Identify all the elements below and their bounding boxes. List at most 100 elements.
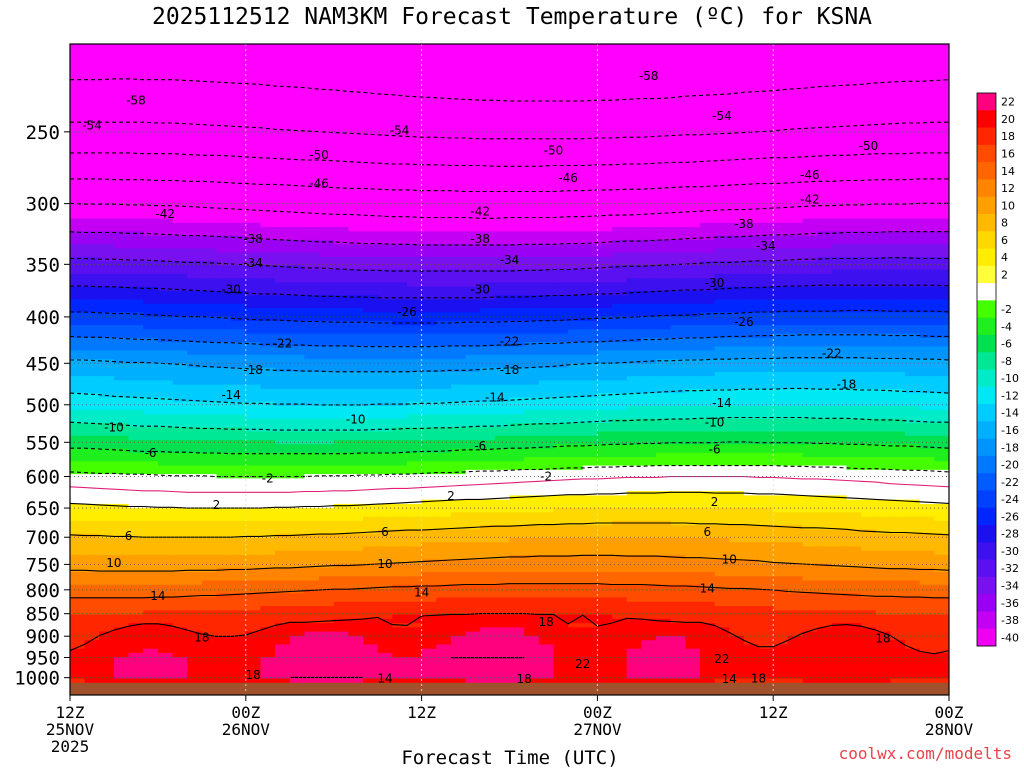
field-cell [861,329,877,335]
field-cell [128,137,144,143]
field-cell [817,256,833,262]
field-cell [289,273,305,279]
field-cell [465,329,481,335]
field-cell [729,82,745,88]
field-cell [670,48,686,54]
field-cell [157,295,174,301]
field-cell [846,290,862,296]
field-cell [450,69,467,75]
field-cell [260,69,276,75]
field-cell [758,154,774,160]
field-cell [890,146,906,152]
field-cell [187,180,203,186]
field-cell [245,278,262,284]
field-cell [743,82,760,88]
field-cell [99,397,115,403]
field-cell [656,201,672,207]
field-cell [494,329,511,335]
field-cell [70,227,86,232]
field-cell [480,380,496,386]
field-cell [538,154,555,160]
field-cell [890,69,906,75]
field-cell [275,286,291,292]
field-cell [436,218,452,224]
field-cell [670,312,686,318]
field-cell [480,388,496,394]
field-cell [70,397,86,403]
field-cell [480,129,496,135]
field-cell [861,82,877,88]
field-cell [538,299,555,305]
field-cell [934,218,949,224]
field-cell [817,346,833,352]
field-cell [802,367,818,373]
field-cell [143,99,159,105]
field-cell [670,320,686,326]
field-cell [289,308,305,313]
field-cell [553,146,569,152]
field-cell [538,380,555,386]
field-cell [934,201,949,207]
field-cell [509,384,525,390]
field-cell [260,120,276,126]
field-cell [919,103,935,109]
field-cell [729,350,745,356]
field-cell [699,99,716,105]
field-cell [348,278,364,284]
field-cell [582,367,598,373]
field-cell [641,133,657,139]
field-cell [787,205,804,211]
field-cell [216,222,232,228]
field-cell [538,248,555,254]
field-cell [333,320,349,326]
field-cell [758,252,774,258]
field-cell [113,154,130,160]
field-cell [172,354,188,360]
field-cell [934,176,949,181]
field-cell [84,354,100,360]
field-cell [348,69,364,75]
field-cell [861,137,877,143]
field-cell [245,171,262,177]
field-cell [143,299,159,305]
field-cell [157,158,174,164]
field-cell [172,137,188,143]
field-cell [465,342,481,347]
field-cell [128,48,144,54]
field-cell [143,286,159,292]
field-cell [113,231,130,237]
field-cell [729,56,745,62]
field-cell [84,393,100,399]
field-cell [568,176,584,181]
field-cell [304,103,320,109]
field-cell [333,184,349,190]
field-cell [553,252,569,258]
field-cell [670,218,686,224]
field-cell [201,146,218,152]
field-cell [128,239,144,245]
field-cell [70,290,86,296]
field-cell [831,120,848,126]
field-cell [465,112,481,117]
field-cell [436,325,452,330]
field-cell [641,227,657,232]
field-cell [304,52,320,58]
field-cell [84,248,100,254]
field-cell [890,303,906,309]
field-cell [729,269,745,275]
field-cell [157,333,174,339]
field-cell [99,350,115,356]
field-cell [450,384,467,390]
field-cell [84,367,100,373]
field-cell [787,158,804,164]
field-cell [201,201,218,207]
field-cell [568,367,584,373]
field-cell [817,56,833,62]
field-cell [99,371,115,377]
field-cell [568,56,584,62]
field-cell [289,248,305,254]
field-cell [905,154,921,160]
field-cell [641,316,657,322]
field-cell [172,278,188,284]
field-cell [231,371,247,377]
